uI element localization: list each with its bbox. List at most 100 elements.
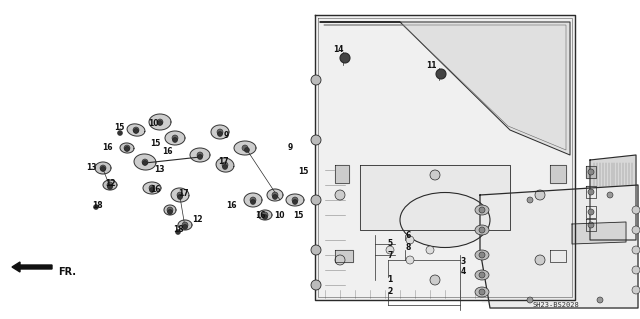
Polygon shape [178, 220, 192, 230]
Circle shape [124, 145, 130, 151]
Circle shape [426, 246, 434, 254]
Polygon shape [586, 166, 596, 178]
Circle shape [223, 165, 227, 169]
Circle shape [107, 182, 113, 188]
Circle shape [142, 159, 148, 165]
Circle shape [177, 192, 183, 198]
Circle shape [250, 197, 256, 203]
Circle shape [172, 135, 178, 141]
Text: 10: 10 [274, 211, 284, 220]
Text: 5: 5 [387, 240, 392, 249]
Circle shape [632, 286, 640, 294]
Ellipse shape [475, 270, 489, 280]
Circle shape [588, 222, 594, 228]
Text: 16: 16 [162, 147, 172, 157]
Text: 1: 1 [387, 276, 392, 285]
Polygon shape [335, 250, 353, 262]
Polygon shape [258, 210, 272, 220]
Circle shape [157, 121, 163, 125]
Text: 15: 15 [293, 211, 303, 220]
Polygon shape [234, 141, 256, 155]
Polygon shape [590, 155, 636, 240]
Circle shape [167, 207, 173, 213]
Circle shape [173, 137, 177, 143]
Circle shape [535, 190, 545, 200]
Text: 12: 12 [192, 216, 202, 225]
Polygon shape [12, 262, 52, 272]
Circle shape [242, 145, 248, 151]
Circle shape [118, 130, 122, 136]
Text: 9: 9 [287, 144, 292, 152]
Circle shape [430, 275, 440, 285]
Circle shape [335, 190, 345, 200]
Circle shape [479, 272, 485, 278]
Circle shape [479, 207, 485, 213]
Circle shape [340, 53, 350, 63]
Polygon shape [164, 205, 176, 215]
Circle shape [218, 131, 223, 137]
Polygon shape [360, 165, 510, 230]
Polygon shape [286, 194, 304, 206]
Text: 9: 9 [223, 130, 228, 139]
Polygon shape [95, 162, 111, 174]
Circle shape [406, 236, 414, 244]
Circle shape [479, 289, 485, 295]
Circle shape [100, 167, 106, 172]
Circle shape [386, 246, 394, 254]
Circle shape [175, 229, 180, 234]
Text: 13: 13 [154, 166, 164, 174]
Ellipse shape [475, 250, 489, 260]
Circle shape [632, 266, 640, 274]
Ellipse shape [475, 225, 489, 235]
Text: FR.: FR. [58, 267, 76, 277]
Circle shape [607, 192, 613, 198]
Circle shape [406, 256, 414, 264]
Circle shape [311, 135, 321, 145]
Text: 15: 15 [114, 123, 124, 132]
Polygon shape [572, 222, 626, 244]
Polygon shape [550, 250, 566, 262]
Text: 16: 16 [102, 144, 112, 152]
Circle shape [535, 255, 545, 265]
Ellipse shape [475, 287, 489, 297]
Circle shape [311, 195, 321, 205]
Polygon shape [586, 186, 596, 198]
Polygon shape [586, 219, 596, 231]
Circle shape [632, 226, 640, 234]
Polygon shape [586, 206, 596, 218]
Circle shape [311, 245, 321, 255]
Circle shape [149, 185, 155, 191]
Polygon shape [267, 189, 283, 201]
Circle shape [292, 199, 298, 204]
Polygon shape [335, 165, 349, 183]
Text: 16: 16 [226, 201, 236, 210]
Text: 18: 18 [173, 226, 183, 234]
Circle shape [182, 225, 188, 229]
Circle shape [311, 280, 321, 290]
Circle shape [250, 199, 255, 204]
Circle shape [527, 197, 533, 203]
Circle shape [335, 255, 345, 265]
Circle shape [588, 169, 594, 175]
Circle shape [222, 162, 228, 168]
Circle shape [527, 297, 533, 303]
Circle shape [262, 212, 268, 218]
Circle shape [632, 246, 640, 254]
Circle shape [168, 210, 173, 214]
Text: 11: 11 [426, 62, 436, 70]
Polygon shape [171, 188, 189, 202]
Circle shape [93, 204, 99, 210]
Text: 17: 17 [218, 158, 228, 167]
Polygon shape [480, 185, 638, 308]
Text: 16: 16 [150, 184, 160, 194]
Polygon shape [550, 165, 566, 183]
Text: 7: 7 [387, 250, 393, 259]
Text: 3: 3 [460, 257, 466, 266]
Circle shape [100, 165, 106, 171]
Circle shape [217, 129, 223, 135]
Polygon shape [103, 180, 117, 190]
Text: 10: 10 [148, 120, 158, 129]
Polygon shape [190, 148, 210, 162]
Circle shape [197, 152, 203, 158]
Polygon shape [320, 22, 570, 155]
